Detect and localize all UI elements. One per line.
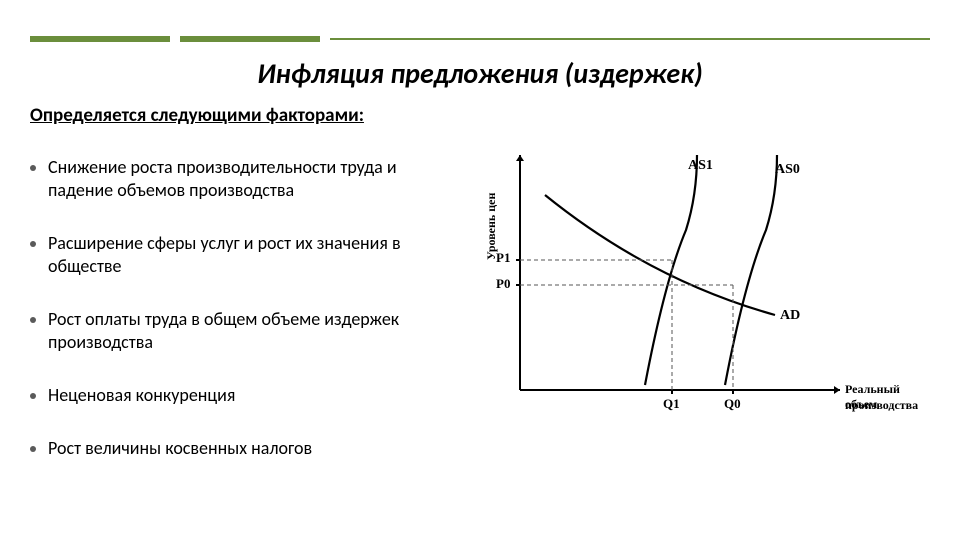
p1-label: P1 <box>496 250 510 266</box>
list-item: Рост оплаты труда в общем объеме издерже… <box>30 308 460 354</box>
bullet-text: Неценовая конкуренция <box>48 384 235 407</box>
page-title: Инфляция предложения (издержек) <box>0 56 960 91</box>
q1-label: Q1 <box>663 396 680 412</box>
bullet-icon <box>30 165 36 171</box>
as1-label: AS1 <box>688 158 713 174</box>
bullet-text: Рост оплаты труда в общем объеме издерже… <box>48 308 460 354</box>
ad-label: AD <box>780 308 800 324</box>
bullet-text: Расширение сферы услуг и рост их значени… <box>48 232 460 278</box>
supply-inflation-chart: Уровень цен Реальный объем производства … <box>470 140 930 440</box>
bullet-text: Снижение роста производительности труда … <box>48 156 460 202</box>
as0-label: AS0 <box>775 162 800 178</box>
bullet-icon <box>30 446 36 452</box>
x-axis-label-2: производства <box>845 398 918 413</box>
bullet-icon <box>30 393 36 399</box>
bar-line <box>330 38 930 40</box>
bar-segment-1 <box>30 36 170 42</box>
bullet-icon <box>30 317 36 323</box>
bar-segment-2 <box>180 36 320 42</box>
bullet-text: Рост величины косвенных налогов <box>48 437 312 460</box>
bullet-list: Снижение роста производительности труда … <box>30 156 460 490</box>
list-item: Расширение сферы услуг и рост их значени… <box>30 232 460 278</box>
q0-label: Q0 <box>724 396 741 412</box>
list-item: Снижение роста производительности труда … <box>30 156 460 202</box>
list-item: Рост величины косвенных налогов <box>30 437 460 460</box>
subtitle: Определяется следующими факторами: <box>30 104 364 127</box>
bullet-icon <box>30 241 36 247</box>
decorative-top-bar <box>30 36 930 42</box>
list-item: Неценовая конкуренция <box>30 384 460 407</box>
p0-label: P0 <box>496 276 510 292</box>
